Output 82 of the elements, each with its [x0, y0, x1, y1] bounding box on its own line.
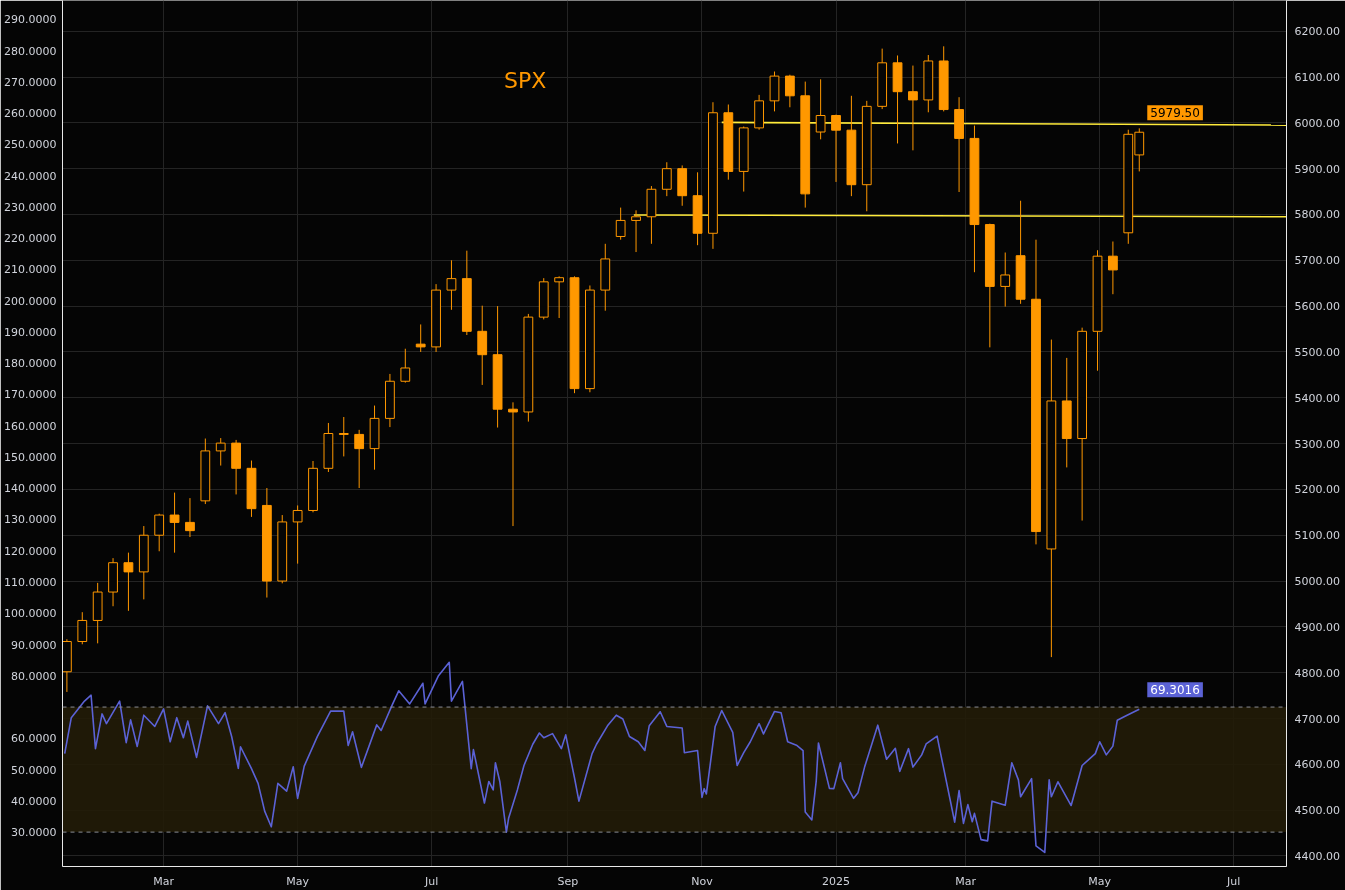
y2-tick-label: 4700.00 [1294, 712, 1340, 726]
y2-tick-label: 5400.00 [1294, 391, 1340, 405]
y2-tick-label: 5600.00 [1294, 300, 1340, 314]
text: SPX [504, 67, 547, 93]
y-tick-label: 130.0000 [4, 513, 57, 527]
y-tick-label: 270.0000 [4, 75, 57, 89]
y2-tick-label: 5000.00 [1294, 575, 1340, 589]
candlestick [400, 348, 411, 384]
y2-tick-label: 5100.00 [1294, 529, 1340, 543]
x-tick-label: Mar [153, 874, 175, 888]
candlestick [446, 259, 457, 311]
y-tick-label: 220.0000 [4, 232, 57, 246]
candlestick [154, 513, 165, 552]
y-tick-label: 90.0000 [11, 638, 57, 652]
y-tick-label: 190.0000 [4, 325, 57, 339]
candlestick [784, 74, 795, 108]
y-tick-label: 150.0000 [4, 450, 57, 464]
y-tick-label: 290.0000 [4, 13, 57, 27]
y-tick-label: 40.0000 [11, 794, 57, 808]
x-tick-label: Nov [691, 874, 714, 888]
y-tick-label: 140.0000 [4, 482, 57, 496]
x-tick-label: May [1088, 874, 1112, 888]
y-tick-label: 210.0000 [4, 263, 57, 277]
y2-tick-label: 4800.00 [1294, 666, 1340, 680]
y-tick-label: 110.0000 [4, 576, 57, 589]
y2-tick-label: 4600.00 [1294, 758, 1340, 772]
annotation: 5979.50 [1150, 106, 1200, 121]
y2-tick-label: 5300.00 [1294, 437, 1340, 451]
candlestick [631, 209, 641, 253]
candlestick [415, 323, 426, 353]
y-tick-label: 250.0000 [4, 138, 57, 152]
candlestick [815, 78, 826, 140]
candlestick [123, 552, 134, 612]
y2-tick-label: 4900.00 [1294, 620, 1340, 634]
annotation: 69.3016 [1150, 683, 1200, 698]
y2-tick-label: 4400.00 [1294, 849, 1340, 863]
y2-tick-label: 6200.00 [1294, 25, 1340, 39]
candlestick [477, 305, 488, 386]
candlestick [831, 114, 841, 183]
candlestick [908, 65, 918, 151]
y2-tick-label: 5900.00 [1294, 162, 1340, 176]
y-tick-label: 200.0000 [4, 294, 57, 308]
x-tick-label: Mar [955, 874, 977, 888]
y-tick-label: 30.0000 [11, 826, 57, 840]
y2-tick-label: 4500.00 [1294, 804, 1340, 818]
y2-tick-label: 6000.00 [1294, 116, 1340, 130]
candlestick [338, 416, 349, 457]
candlestick [615, 207, 626, 241]
x-tick-label: Sep [557, 874, 579, 888]
y-tick-label: 160.0000 [4, 419, 57, 433]
y-tick-label: 280.0000 [4, 44, 57, 58]
y-tick-label: 180.0000 [4, 357, 57, 371]
y2-tick-label: 6100.00 [1294, 71, 1340, 85]
x-tick-label: 2025 [822, 874, 851, 888]
candlestick [169, 492, 180, 554]
y-tick-label: 80.0000 [11, 669, 57, 683]
line-series [63, 661, 1141, 854]
y-tick-label: 240.0000 [4, 169, 57, 183]
candlestick [554, 275, 565, 319]
y2-tick-label: 5500.00 [1294, 345, 1340, 359]
candlestick [292, 504, 303, 565]
y-tick-label: 60.0000 [11, 732, 57, 746]
y2-tick-label: 5200.00 [1294, 483, 1340, 497]
y-tick-label: 260.0000 [4, 107, 57, 121]
candlestick [1000, 252, 1011, 308]
candlestick [77, 611, 88, 645]
candlestick [215, 437, 226, 467]
x-tick-label: Jul [1226, 874, 1241, 888]
candlestick [508, 401, 518, 527]
candlestick [1108, 241, 1118, 295]
y-tick-label: 230.0000 [4, 200, 57, 214]
y-tick-label: 100.0000 [4, 607, 57, 621]
y-tick-label: 170.0000 [4, 388, 57, 402]
x-tick-label: May [286, 874, 310, 888]
y-tick-label: 50.0000 [11, 763, 57, 777]
y2-tick-label: 5800.00 [1294, 208, 1340, 222]
y-tick-label: 120.0000 [4, 544, 57, 558]
candlestick [185, 497, 195, 538]
x-tick-label: Jul [424, 874, 439, 888]
candlestick [661, 161, 672, 197]
candlestick [354, 429, 365, 489]
y2-tick-label: 5700.00 [1294, 254, 1340, 268]
